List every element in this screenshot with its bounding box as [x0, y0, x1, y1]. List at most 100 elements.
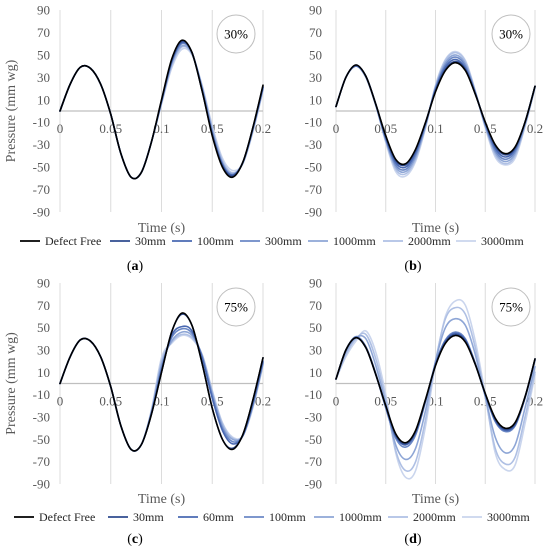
x-tick-label: 0: [57, 394, 64, 409]
x-axis-title: Time (s): [412, 492, 460, 507]
y-tick-label: 50: [37, 320, 50, 335]
x-axis-title: Time (s): [138, 221, 186, 236]
y-tick-label: 70: [309, 298, 322, 313]
x-axis-title: Time (s): [412, 221, 460, 236]
percent-badge: 75%: [216, 287, 256, 327]
x-tick-label: 0.2: [527, 121, 543, 136]
y-tick-label: -90: [33, 477, 50, 492]
panel-label: (c): [127, 532, 143, 547]
legend-label: 3000mm: [487, 510, 530, 524]
legend-label: 100mm: [269, 510, 306, 524]
x-axis-title: Time (s): [138, 492, 186, 507]
y-tick-label: -70: [305, 182, 322, 197]
legend-item: 2000mm: [383, 234, 451, 248]
y-tick-label: 90: [309, 3, 322, 18]
legend-item: 100mm: [172, 234, 234, 248]
legend-label: 1000mm: [333, 234, 376, 248]
legend-item: Defect Free: [20, 234, 101, 248]
legend-item: 2000mm: [388, 510, 456, 524]
badge-text: 30%: [499, 27, 523, 42]
y-tick-label: -10: [305, 387, 322, 402]
y-axis-title: Pressure (mm wg): [4, 332, 19, 435]
legend-label: 30mm: [133, 510, 164, 524]
y-tick-label: 30: [309, 70, 322, 85]
legend-label: 60mm: [203, 510, 234, 524]
x-tick-label: 0.05: [99, 121, 122, 136]
x-tick-label: 0.2: [255, 394, 271, 409]
legend-item: 3000mm: [456, 234, 524, 248]
legend-label: 100mm: [197, 234, 234, 248]
badge-circle: [216, 14, 256, 54]
legend-item: 100mm: [244, 510, 306, 524]
y-tick-label: 70: [309, 25, 322, 40]
panel-label: (d): [404, 532, 421, 547]
legend-item: 1000mm: [308, 234, 376, 248]
legend-label: Defect Free: [39, 510, 95, 524]
y-tick-label: 10: [309, 365, 322, 380]
legend-item: 300mm: [240, 234, 302, 248]
y-tick-label: 50: [309, 47, 322, 62]
legend-label: 1000mm: [339, 510, 382, 524]
legend-label: 30mm: [135, 234, 166, 248]
y-tick-label: 30: [37, 70, 50, 85]
badge-text: 30%: [224, 27, 248, 42]
y-tick-label: 10: [37, 365, 50, 380]
legend-label: Defect Free: [45, 234, 101, 248]
legend-item: 60mm: [178, 510, 234, 524]
x-tick-label: 0.05: [374, 121, 397, 136]
badge-text: 75%: [224, 300, 248, 315]
x-tick-label: 0.2: [255, 121, 271, 136]
badge-circle: [491, 14, 531, 54]
x-tick-label: 0.15: [474, 394, 497, 409]
y-tick-label: -50: [305, 160, 322, 175]
badge-text: 75%: [499, 300, 523, 315]
legend-item: 1000mm: [314, 510, 382, 524]
y-tick-label: 50: [37, 47, 50, 62]
y-tick-label: 70: [37, 25, 50, 40]
x-tick-label: 0.05: [99, 394, 122, 409]
y-tick-label: 50: [309, 320, 322, 335]
y-tick-label: 30: [309, 343, 322, 358]
percent-badge: 75%: [491, 287, 531, 327]
legend-item: 30mm: [110, 234, 166, 248]
x-tick-label: 0.1: [153, 121, 169, 136]
y-tick-label: -90: [305, 205, 322, 220]
series-line-defect-free: [59, 39, 264, 180]
y-tick-label: -90: [33, 205, 50, 220]
percent-badge: 30%: [491, 14, 531, 54]
legend-label: 2000mm: [408, 234, 451, 248]
y-tick-label: -30: [305, 410, 322, 425]
panel-label: (b): [404, 259, 421, 274]
series-line-defect-free: [335, 61, 536, 166]
y-tick-label: -70: [305, 454, 322, 469]
y-tick-label: 90: [37, 3, 50, 18]
x-tick-label: 0.1: [153, 394, 169, 409]
y-tick-label: -90: [305, 477, 322, 492]
legend-label: 3000mm: [481, 234, 524, 248]
legend-item: 30mm: [108, 510, 164, 524]
panel-label: (a): [127, 259, 144, 274]
legend-item: Defect Free: [14, 510, 95, 524]
series-line-defect-free: [335, 334, 536, 444]
x-tick-label: 0: [57, 121, 64, 136]
x-tick-label: 0: [333, 121, 340, 136]
legend: Defect Free 30mm 100mm 300mm 1000mm 2000mm 300…: [20, 234, 524, 248]
y-tick-label: -50: [33, 432, 50, 447]
legend-label: 2000mm: [413, 510, 456, 524]
legend-label: 300mm: [265, 234, 302, 248]
y-tick-label: 10: [309, 92, 322, 107]
y-axis-title: Pressure (mm wg): [4, 59, 19, 162]
y-tick-label: -10: [33, 115, 50, 130]
x-tick-label: 0.1: [427, 121, 443, 136]
badge-circle: [216, 287, 256, 327]
x-tick-label: 0.1: [427, 394, 443, 409]
y-tick-label: 10: [37, 92, 50, 107]
x-tick-label: 0: [333, 394, 340, 409]
y-tick-label: -70: [33, 454, 50, 469]
percent-badge: 30%: [216, 14, 256, 54]
